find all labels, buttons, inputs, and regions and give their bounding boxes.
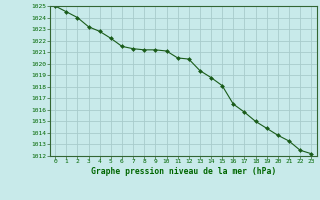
X-axis label: Graphe pression niveau de la mer (hPa): Graphe pression niveau de la mer (hPa) <box>91 167 276 176</box>
